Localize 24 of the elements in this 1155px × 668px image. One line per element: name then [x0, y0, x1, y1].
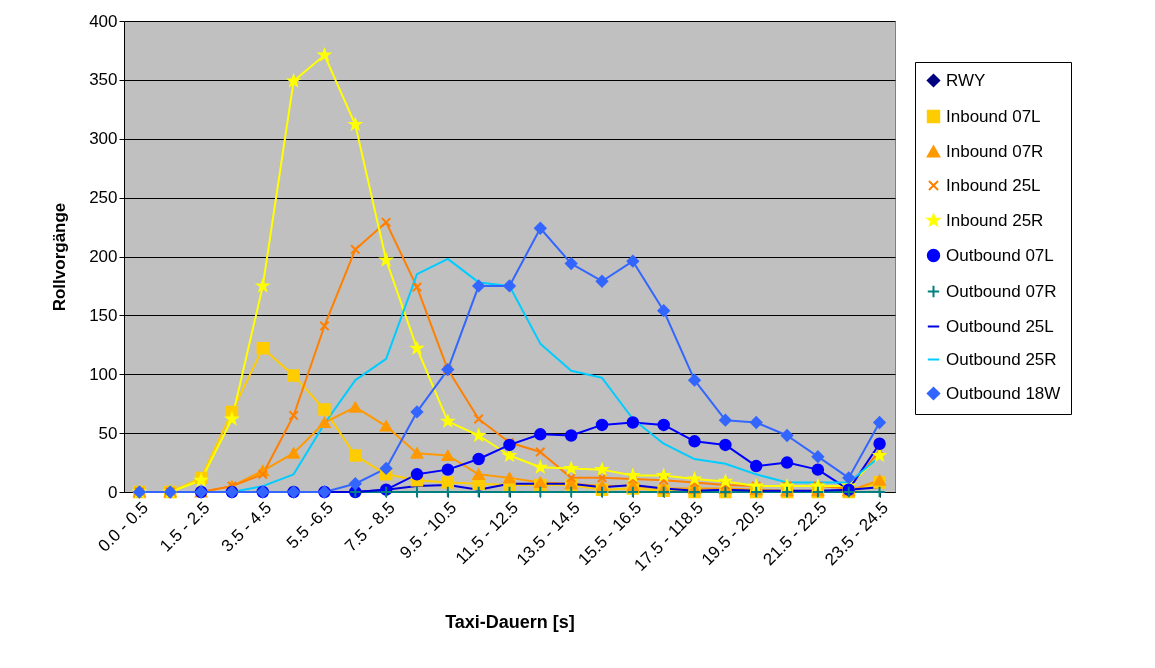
- legend-label: Inbound 25L: [946, 175, 1041, 195]
- y-tick-label: 50: [98, 423, 118, 443]
- y-tick-label: 300: [89, 129, 118, 149]
- y-tick-label: 100: [89, 364, 118, 384]
- legend-label: Inbound 07R: [946, 141, 1044, 161]
- legend-label: Outbound 25R: [946, 349, 1057, 369]
- x-axis-title: Taxi-Dauern [s]: [445, 612, 575, 633]
- x-tick-label: 5.5 -6.5: [282, 498, 337, 553]
- legend-label: Inbound 07L: [946, 106, 1041, 126]
- legend-label: RWY: [946, 70, 986, 90]
- legend-label: Outbound 18W: [946, 383, 1061, 403]
- x-tick-label: 7.5 - 8.5: [341, 498, 399, 556]
- y-tick-label: 350: [89, 70, 118, 90]
- x-tick-label: 3.5 - 4.5: [217, 498, 276, 556]
- y-tick-label: 200: [89, 247, 118, 266]
- legend-label: Outbound 07L: [946, 245, 1054, 265]
- x-tick-label: 1.5 - 2.5: [156, 498, 214, 556]
- legend-label: Outbound 07R: [946, 281, 1057, 301]
- legend-label: Inbound 25R: [946, 210, 1044, 230]
- y-tick-label: 150: [89, 305, 118, 325]
- y-tick-label: 250: [89, 188, 118, 208]
- y-axis-title: Rollvorgänge: [50, 202, 70, 312]
- y-tick-label: 400: [89, 11, 118, 31]
- legend-label: Outbound 25L: [946, 316, 1054, 336]
